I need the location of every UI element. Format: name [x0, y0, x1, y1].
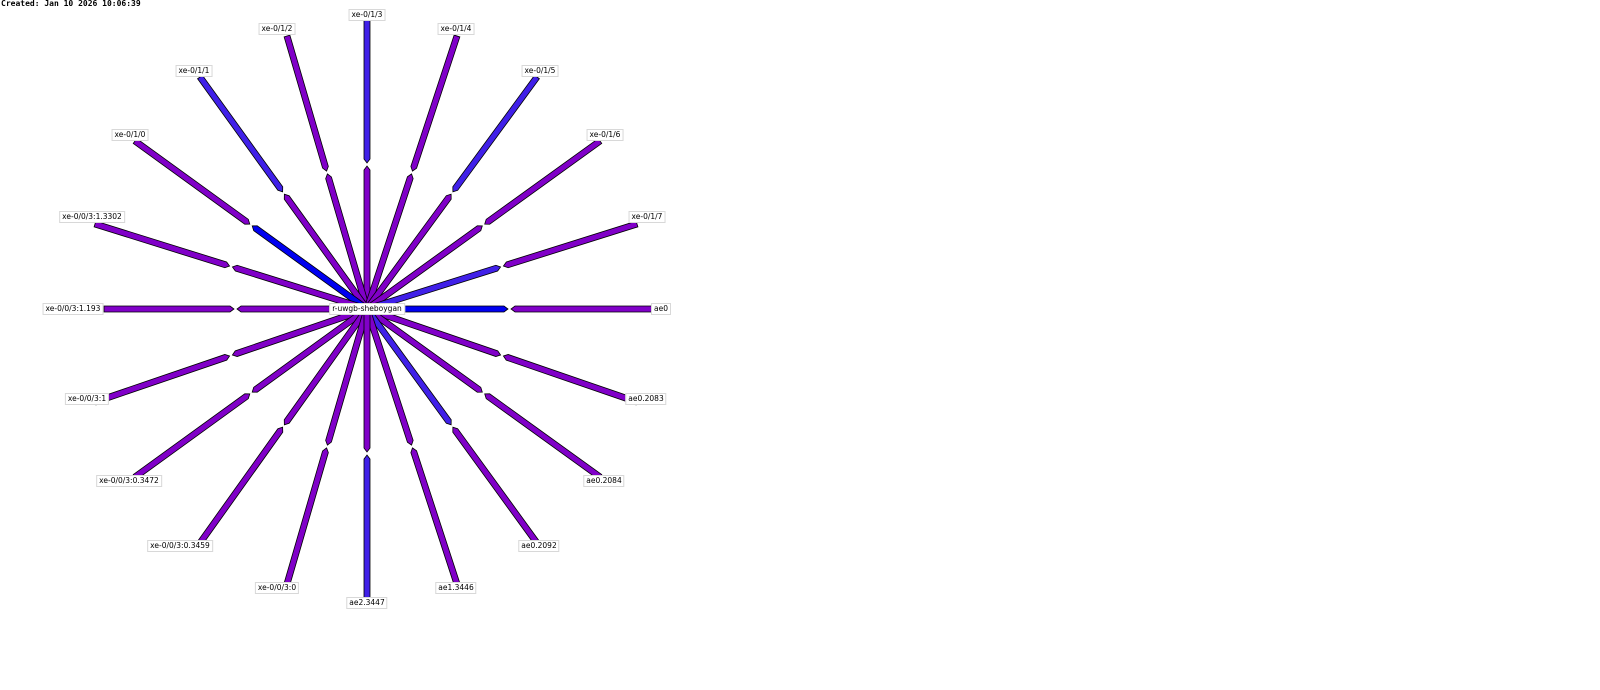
link-outer-half[interactable] — [502, 354, 639, 406]
link-outer-half[interactable] — [132, 138, 251, 225]
link-inner-half[interactable] — [363, 165, 371, 310]
node-label[interactable]: xe-0/0/3:0 — [254, 582, 300, 594]
link-outer-half[interactable] — [502, 220, 639, 269]
link-inner-half[interactable] — [251, 225, 370, 312]
node-label[interactable]: ae2.3447 — [346, 597, 388, 609]
node-label[interactable]: ae1.3446 — [435, 582, 477, 594]
link-outer-half[interactable] — [283, 34, 329, 172]
link-outer-half[interactable] — [452, 74, 540, 193]
link-outer-half[interactable] — [132, 393, 251, 480]
link-outer-half[interactable] — [363, 19, 371, 164]
link-outer-half[interactable] — [93, 220, 231, 269]
node-label[interactable]: xe-0/1/1 — [175, 65, 213, 77]
link-outer-half[interactable] — [93, 354, 231, 406]
link-outer-half[interactable] — [410, 447, 461, 586]
link-outer-half[interactable] — [484, 393, 603, 480]
node-label[interactable]: xe-0/1/5 — [521, 65, 559, 77]
node-label[interactable]: xe-0/1/4 — [437, 23, 475, 35]
node-label[interactable]: xe-0/1/3 — [348, 9, 386, 21]
node-label[interactable]: xe-0/1/7 — [628, 211, 666, 223]
link-outer-half[interactable] — [452, 426, 540, 546]
link-outer-half[interactable] — [197, 426, 284, 546]
node-label[interactable]: xe-0/0/3:0.3459 — [147, 540, 213, 552]
center-node-label[interactable]: r-uwgb-sheboygan — [329, 303, 405, 315]
node-label[interactable]: ae0.2083 — [625, 393, 667, 405]
node-label[interactable]: xe-0/0/3:1.193 — [42, 303, 104, 315]
link-outer-half[interactable] — [103, 305, 235, 313]
link-inner-half[interactable] — [325, 307, 371, 446]
link-outer-half[interactable] — [283, 447, 329, 586]
node-label[interactable]: xe-0/1/2 — [258, 23, 296, 35]
node-label[interactable]: xe-0/0/3:0.3472 — [96, 475, 162, 487]
link-outer-half[interactable] — [484, 138, 603, 225]
node-label[interactable]: ae0.2092 — [518, 540, 560, 552]
link-outer-half[interactable] — [197, 74, 284, 193]
created-timestamp: Created: Jan 10 2026 10:06:39 — [1, 0, 141, 8]
link-outer-half[interactable] — [510, 305, 653, 313]
node-label[interactable]: xe-0/1/6 — [586, 129, 624, 141]
node-label[interactable]: ae0 — [651, 303, 671, 315]
node-label[interactable]: xe-0/1/0 — [111, 129, 149, 141]
node-label[interactable]: xe-0/0/3:1 — [64, 393, 110, 405]
link-outer-half[interactable] — [410, 34, 461, 172]
link-inner-half[interactable] — [363, 308, 371, 453]
link-inner-half[interactable] — [325, 173, 371, 311]
link-outer-half[interactable] — [363, 454, 371, 599]
node-label[interactable]: ae0.2084 — [583, 475, 625, 487]
link-inner-half[interactable] — [251, 306, 370, 393]
node-label[interactable]: xe-0/0/3:1.3302 — [59, 211, 125, 223]
